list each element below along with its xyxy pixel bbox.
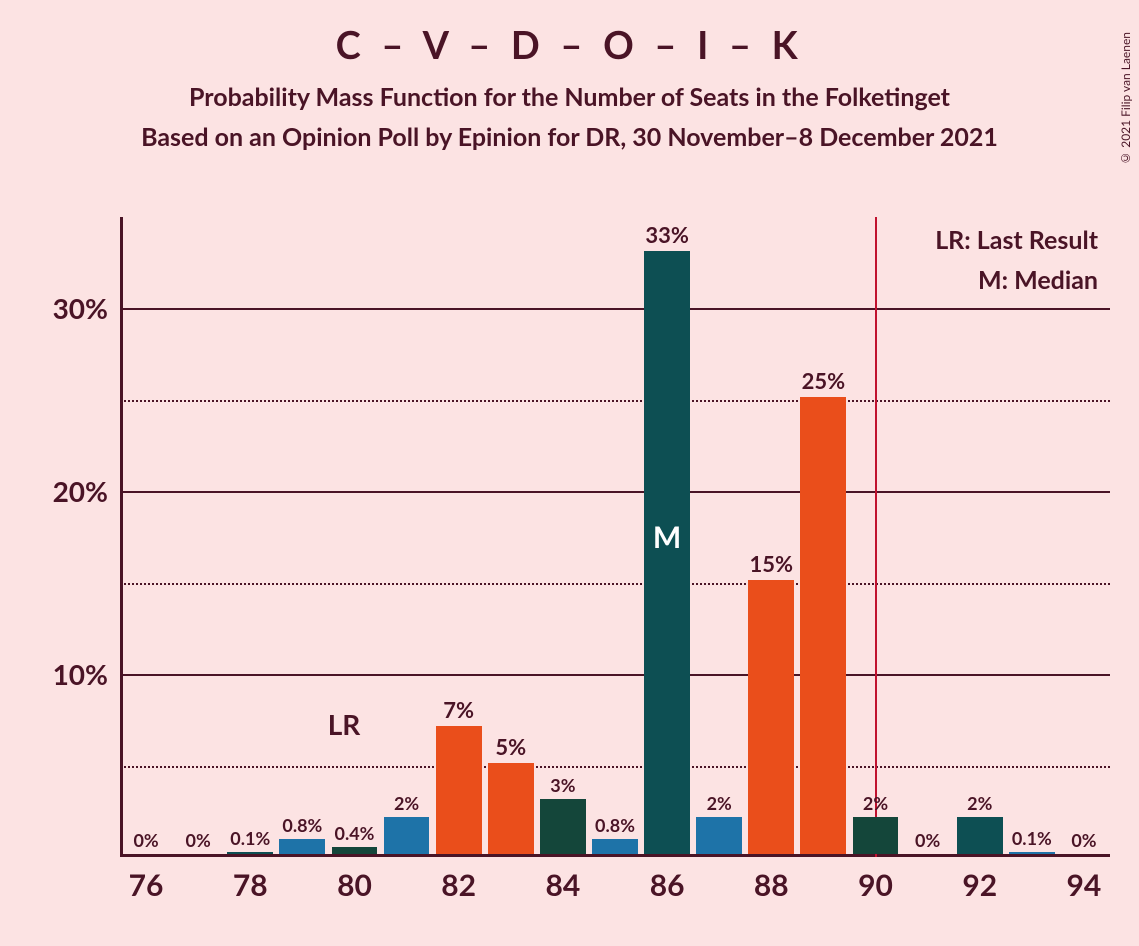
bar-label: 15% [750, 550, 794, 577]
bar [436, 726, 482, 854]
bar-label: 0.4% [335, 822, 375, 844]
bar-label: 25% [802, 367, 846, 394]
lr-line [875, 217, 877, 857]
bar [592, 839, 638, 854]
bar [488, 763, 534, 854]
bar-label: 3% [550, 774, 575, 796]
x-tick-label: 86 [650, 867, 685, 903]
gridline-major [120, 491, 1110, 493]
x-tick-label: 82 [441, 867, 476, 903]
gridline-major [120, 674, 1110, 676]
bar-label: 0.1% [1012, 827, 1052, 849]
bar [800, 397, 846, 854]
x-tick-label: 76 [129, 867, 164, 903]
y-tick-label: 30% [53, 291, 108, 325]
bar-label: 0% [915, 829, 940, 851]
bar [332, 847, 378, 854]
bar-label: 0.8% [595, 814, 635, 836]
bar-label: 0.1% [230, 827, 270, 849]
copyright-text: © 2021 Filip van Laenen [1118, 32, 1133, 166]
bar-label: 0% [133, 829, 158, 851]
bar-label: 0% [1071, 829, 1096, 851]
x-tick-label: 84 [545, 867, 580, 903]
x-tick-label: 88 [754, 867, 789, 903]
x-axis [120, 854, 1110, 857]
lr-tag: LR [328, 707, 361, 741]
gridline-major [120, 308, 1110, 310]
x-tick-label: 80 [337, 867, 372, 903]
gridline-minor [120, 766, 1110, 768]
y-tick-label: 20% [53, 474, 108, 508]
legend-m: M: Median [978, 265, 1098, 295]
gridline-minor [120, 400, 1110, 402]
bar [279, 839, 325, 854]
median-tag: M [653, 519, 681, 555]
chart-subtitle-1: Probability Mass Function for the Number… [0, 82, 1139, 112]
plot-area: 10%20%30%767880828486889092940%0%0.1%0.8… [120, 217, 1110, 857]
bar-label: 0.8% [282, 814, 322, 836]
y-tick-label: 10% [53, 657, 108, 691]
chart-subtitle-2: Based on an Opinion Poll by Epinion for … [0, 122, 1139, 152]
bar-label: 5% [495, 733, 526, 760]
x-tick-label: 90 [858, 867, 893, 903]
bar [384, 817, 430, 854]
legend-lr: LR: Last Result [935, 225, 1098, 255]
gridline-minor [120, 583, 1110, 585]
x-tick-label: 92 [962, 867, 997, 903]
bar [696, 817, 742, 854]
x-tick-label: 78 [233, 867, 268, 903]
chart-title: C – V – D – O – I – K [0, 22, 1139, 68]
bar [540, 799, 586, 854]
bar [957, 817, 1003, 854]
bar [853, 817, 899, 854]
bar-label: 2% [967, 792, 992, 814]
x-tick-label: 94 [1067, 867, 1102, 903]
y-axis [120, 217, 123, 857]
bar [227, 852, 273, 854]
bar-label: 2% [394, 792, 419, 814]
bar-label: 7% [443, 696, 474, 723]
bar-label: 2% [863, 792, 888, 814]
bar-label: 2% [707, 792, 732, 814]
bar [748, 580, 794, 854]
bar [1009, 852, 1055, 854]
bar-label: 0% [186, 829, 211, 851]
bar-label: 33% [645, 221, 689, 248]
